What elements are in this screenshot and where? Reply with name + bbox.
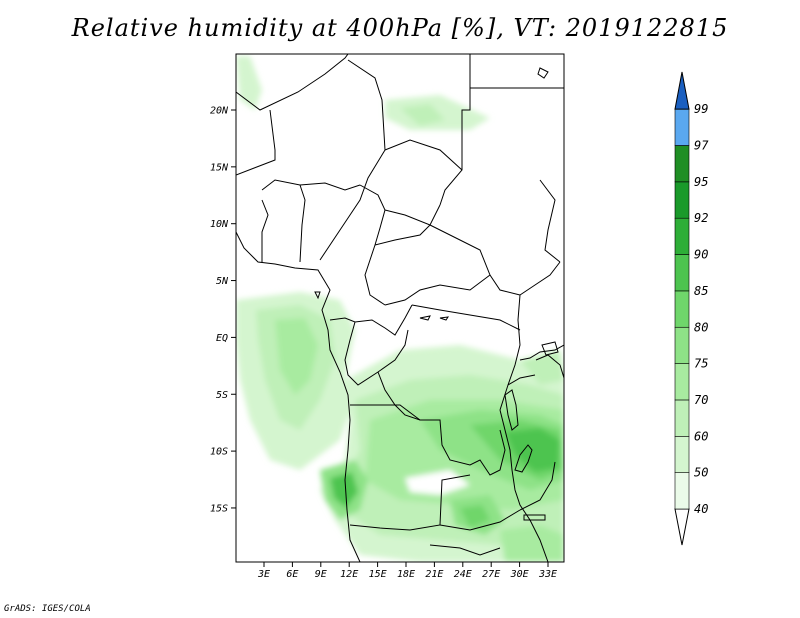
colorbar-segment (674, 181, 690, 219)
map-title: Relative humidity at 400hPa [%], VT: 201… (71, 14, 729, 42)
colorbar-segment (674, 326, 690, 364)
lon-label: 18E (397, 569, 415, 580)
colorbar-label: 75 (694, 357, 708, 371)
lon-label: 24E (454, 569, 472, 580)
colorbar-bottom-arrow (674, 508, 690, 546)
colorbar-segment (674, 472, 690, 510)
lon-label: 12E (340, 569, 358, 580)
colorbar-label: 97 (694, 139, 709, 153)
lon-label: 15E (369, 569, 387, 580)
colorbar-segment (674, 108, 690, 146)
lon-label: 21E (425, 569, 443, 580)
colorbar: 40 50 60 70 75 80 85 90 92 95 97 99 (674, 71, 709, 546)
colorbar-label: 70 (694, 393, 708, 407)
lat-label: 15S (210, 503, 228, 514)
country-borders (236, 54, 564, 562)
lon-label: 3E (257, 569, 270, 580)
colorbar-label: 95 (694, 175, 708, 189)
lat-label: 5S (216, 390, 228, 401)
colorbar-label: 90 (694, 248, 708, 262)
colorbar-label: 40 (694, 502, 708, 516)
lat-label: 20N (210, 106, 229, 117)
colorbar-segment (674, 435, 690, 473)
lon-label: 6E (286, 569, 298, 580)
lat-label: EQ (216, 333, 228, 344)
colorbar-segment (674, 145, 690, 183)
lat-label: 10S (210, 447, 228, 458)
colorbar-top-arrow (674, 71, 690, 110)
colorbar-segment (674, 363, 690, 401)
colorbar-label: 85 (694, 284, 708, 298)
colorbar-label: 99 (694, 102, 708, 116)
colorbar-label: 60 (694, 429, 708, 443)
colorbar-label: 92 (694, 211, 708, 225)
longitude-axis: 3E 6E 9E 12E 15E 18E 21E 24E 27E 30E 33E (257, 562, 557, 580)
colorbar-segment (674, 399, 690, 437)
lon-label: 33E (538, 569, 557, 580)
lon-label: 9E (315, 569, 327, 580)
map-frame (235, 53, 565, 563)
lon-label: 30E (510, 569, 529, 580)
colorbar-segment (674, 254, 690, 292)
colorbar-segment (674, 290, 690, 328)
lat-label: 10N (210, 219, 229, 230)
lat-label: 15N (210, 162, 229, 173)
colorbar-segment (674, 217, 690, 255)
latitude-axis: 20N 15N 10N 5N EQ 5S 10S 15S (210, 106, 236, 514)
colorbar-label: 80 (694, 320, 708, 334)
credit-label: GrADS: IGES/COLA (4, 604, 91, 614)
lat-label: 5N (216, 276, 229, 287)
colorbar-label: 50 (694, 466, 708, 480)
lon-label: 27E (482, 569, 500, 580)
